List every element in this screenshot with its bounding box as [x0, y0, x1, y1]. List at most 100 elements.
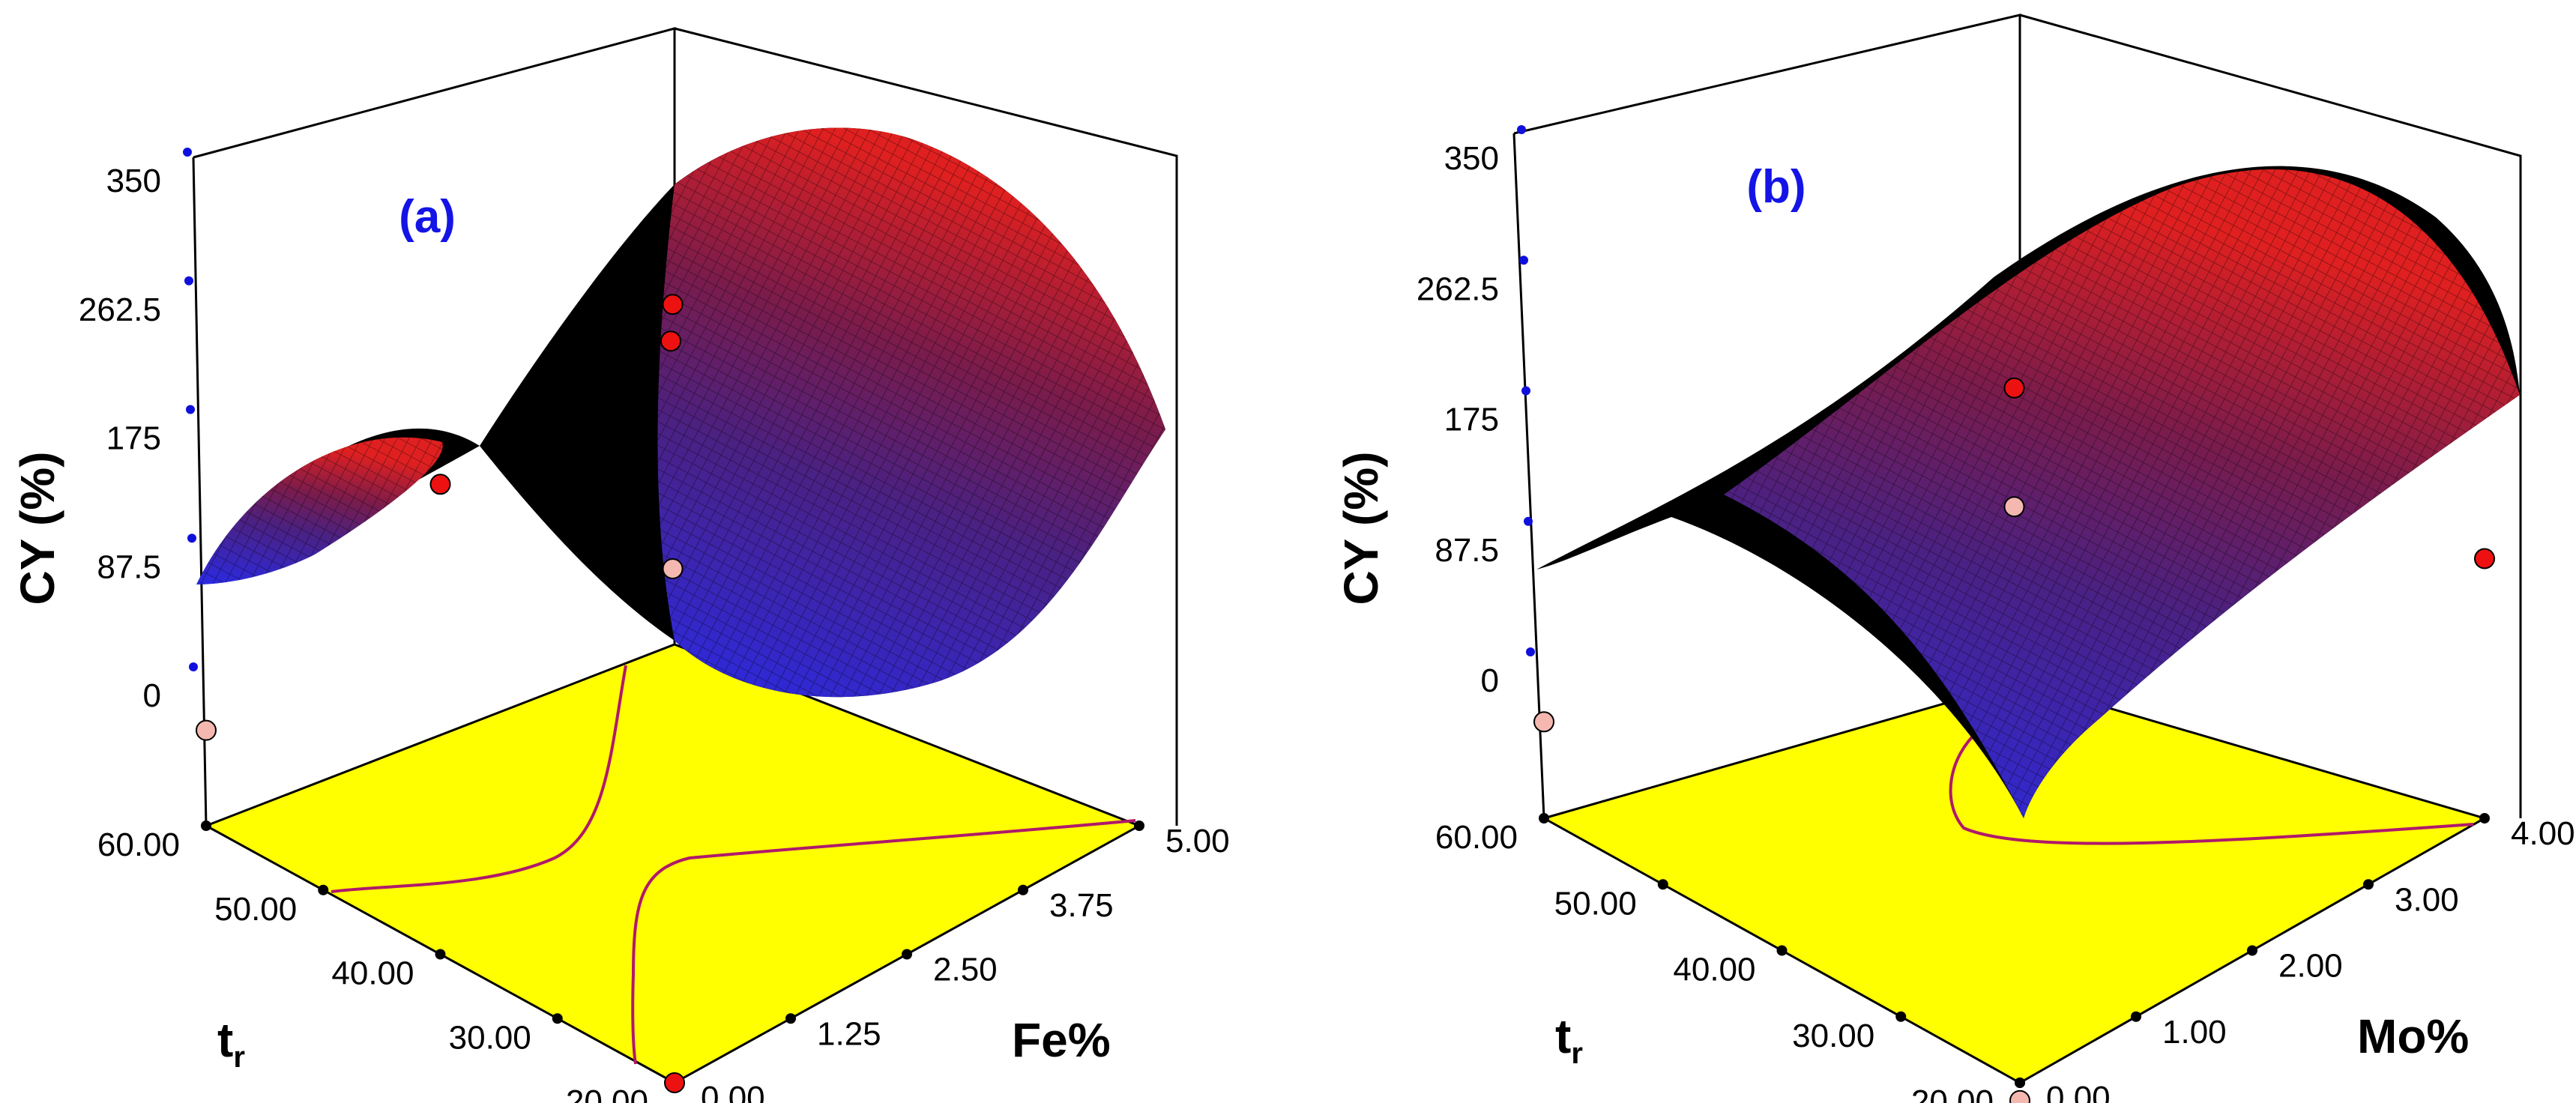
panel-b-contour-1	[1949, 729, 2474, 845]
panel-a-x-tick-dot	[1018, 884, 1028, 895]
panel-b-y-ticks: 20.00 30.00 40.00 50.00 60.00	[1435, 813, 2025, 1103]
panel-a-x-tick-dot	[1134, 821, 1144, 831]
panel-b-z-tick-dot	[1517, 125, 1526, 134]
panel-a-back-right-wall	[674, 27, 1178, 826]
panel-b-x-tick-label: 4.00	[2511, 815, 2575, 852]
panel-b-x-tick-dot	[2247, 945, 2257, 956]
panel-b-design-point	[2009, 1090, 2030, 1103]
panel-b-x-ticks: 0.00 1.00 2.00 3.00 4.00	[2015, 813, 2575, 1103]
panel-b-label: (b)	[1746, 161, 1806, 213]
panel-b-x-tick-label: 0.00	[2046, 1080, 2111, 1103]
panel-a-design-point	[662, 294, 684, 315]
panel-b-z-ticks: 0 87.5 175 262.5 350	[1417, 125, 1535, 699]
panel-a-z-tick-dot	[186, 405, 195, 414]
panel-b: (b) CY (%) Mo% tr 0 87.5 175 262.5 350 20.00…	[1334, 13, 2575, 1103]
panel-b-x-tick-label: 1.00	[2162, 1014, 2227, 1051]
panel-b-back-right-wall	[2019, 13, 2522, 818]
panel-b-z-tick-label: 262.5	[1417, 271, 1499, 307]
panel-a-x-label: Fe%	[1012, 1013, 1111, 1067]
panel-a-design-points	[196, 294, 685, 1093]
panel-b-y-label: tr	[1555, 1009, 1583, 1070]
panel-a-z-tick-label: 262.5	[79, 291, 161, 328]
panel-a-design-point	[660, 330, 681, 352]
panel-a-x-tick-label: 5.00	[1165, 823, 1230, 859]
panel-a-surface-front-mesh	[657, 127, 1165, 698]
panel-a-z-tick-dot	[189, 662, 198, 671]
panel-b-y-label-sub: r	[1571, 1037, 1583, 1070]
panel-b-t-tick-label: 50.00	[1554, 885, 1637, 922]
panel-b-x-tick-dot	[2015, 1078, 2025, 1088]
panel-b-z-tick-dot	[1524, 516, 1533, 526]
panel-a: (a) CY (%) Fe% tr 0 87.5 175 262.5 350 20.00…	[10, 27, 1230, 1103]
panel-b-z-tick-label: 350	[1444, 140, 1499, 177]
panel-a-design-point	[664, 1072, 685, 1093]
panel-a-t-tick-dot	[552, 1013, 563, 1024]
panel-b-t-tick-dot	[1776, 945, 1788, 956]
panel-a-x-tick-dot	[785, 1013, 796, 1024]
panel-b-z-tick-dot	[1519, 256, 1528, 265]
panel-a-y-label-main: t	[217, 1013, 233, 1067]
panel-b-x-tick-dot	[2479, 813, 2490, 824]
panel-a-x-tick-label: 2.50	[933, 952, 998, 988]
panel-a-t-tick-label: 20.00	[566, 1084, 648, 1103]
panel-a-z-tick-dot	[187, 534, 196, 543]
panel-a-x-tick-label: 0.00	[701, 1080, 765, 1103]
panel-b-x-tick-dot	[2131, 1011, 2141, 1022]
panel-b-x-tick-label: 2.00	[2278, 948, 2343, 985]
panel-b-z-tick-dot	[1526, 647, 1535, 656]
panel-a-t-tick-label: 40.00	[331, 955, 414, 992]
panel-b-y-label-main: t	[1555, 1009, 1571, 1063]
panel-a-z-tick-label: 175	[106, 420, 161, 457]
panel-b-x-tick-label: 3.00	[2395, 881, 2459, 918]
panel-a-surface-left-lobe-mesh	[196, 437, 443, 584]
panel-a-y-label: tr	[217, 1013, 245, 1074]
panel-a-contour-1	[331, 665, 627, 893]
panel-b-surface-front-mesh	[1724, 169, 2520, 819]
panel-a-z-tick-label: 0	[143, 677, 161, 714]
panel-a-t-tick-dot	[201, 821, 211, 831]
panel-b-z-tick-label: 175	[1444, 402, 1499, 438]
panel-a-t-tick-dot	[318, 884, 329, 895]
panel-a-t-tick-label: 50.00	[214, 891, 297, 928]
panel-a-design-point	[662, 558, 684, 579]
panel-b-z-tick-dot	[1521, 386, 1530, 396]
panel-b-x-label: Mo%	[2357, 1009, 2469, 1063]
panel-a-z-tick-dot	[184, 276, 193, 285]
panel-a-x-tick-dot	[902, 949, 912, 960]
panel-b-t-tick-label: 20.00	[1911, 1084, 1994, 1103]
panel-b-t-tick-label: 40.00	[1673, 952, 1755, 988]
panel-a-x-tick-label: 3.75	[1049, 887, 1114, 924]
panel-a-z-ticks: 0 87.5 175 262.5 350	[79, 148, 198, 714]
panel-b-z-label: CY (%)	[1334, 451, 1388, 605]
panel-b-design-point	[2003, 377, 2025, 399]
panel-b-x-tick-dot	[2363, 879, 2374, 890]
panel-a-t-tick-dot	[435, 949, 446, 960]
panel-a-t-tick-label: 60.00	[97, 827, 180, 863]
panel-a-z-tick-dot	[183, 148, 192, 157]
panel-b-design-point	[2003, 496, 2025, 518]
panel-b-t-tick-dot	[1895, 1011, 1907, 1022]
panel-a-z-tick-label: 87.5	[97, 549, 161, 585]
panel-a-y-ticks: 20.00 30.00 40.00 50.00 60.00	[97, 821, 680, 1103]
panel-a-z-label: CY (%)	[10, 451, 64, 605]
panel-b-design-point	[2474, 548, 2495, 569]
panel-a-x-ticks: 0.00 1.25 2.50 3.75 5.00	[669, 821, 1230, 1103]
panel-a-label: (a)	[399, 191, 456, 243]
panel-a-design-point	[196, 719, 217, 741]
panel-b-design-points	[1533, 377, 2495, 1103]
panel-a-z-axis	[192, 157, 208, 827]
panel-b-t-tick-label: 60.00	[1435, 819, 1518, 856]
panel-b-z-axis	[1512, 133, 1545, 819]
panel-b-design-point	[1533, 711, 1554, 733]
panel-a-y-label-sub: r	[233, 1041, 245, 1074]
panel-a-x-tick-label: 1.25	[817, 1015, 881, 1052]
panel-a-contour-2	[631, 819, 1136, 1065]
panel-b-t-tick-dot	[1539, 813, 1549, 824]
panel-a-t-tick-label: 30.00	[449, 1019, 531, 1056]
panel-a-z-tick-label: 350	[106, 163, 161, 199]
panel-a-design-point	[429, 474, 451, 495]
panel-b-t-tick-dot	[1657, 879, 1668, 890]
panel-b-z-tick-label: 0	[1481, 662, 1499, 699]
panel-b-z-tick-label: 87.5	[1435, 532, 1499, 569]
